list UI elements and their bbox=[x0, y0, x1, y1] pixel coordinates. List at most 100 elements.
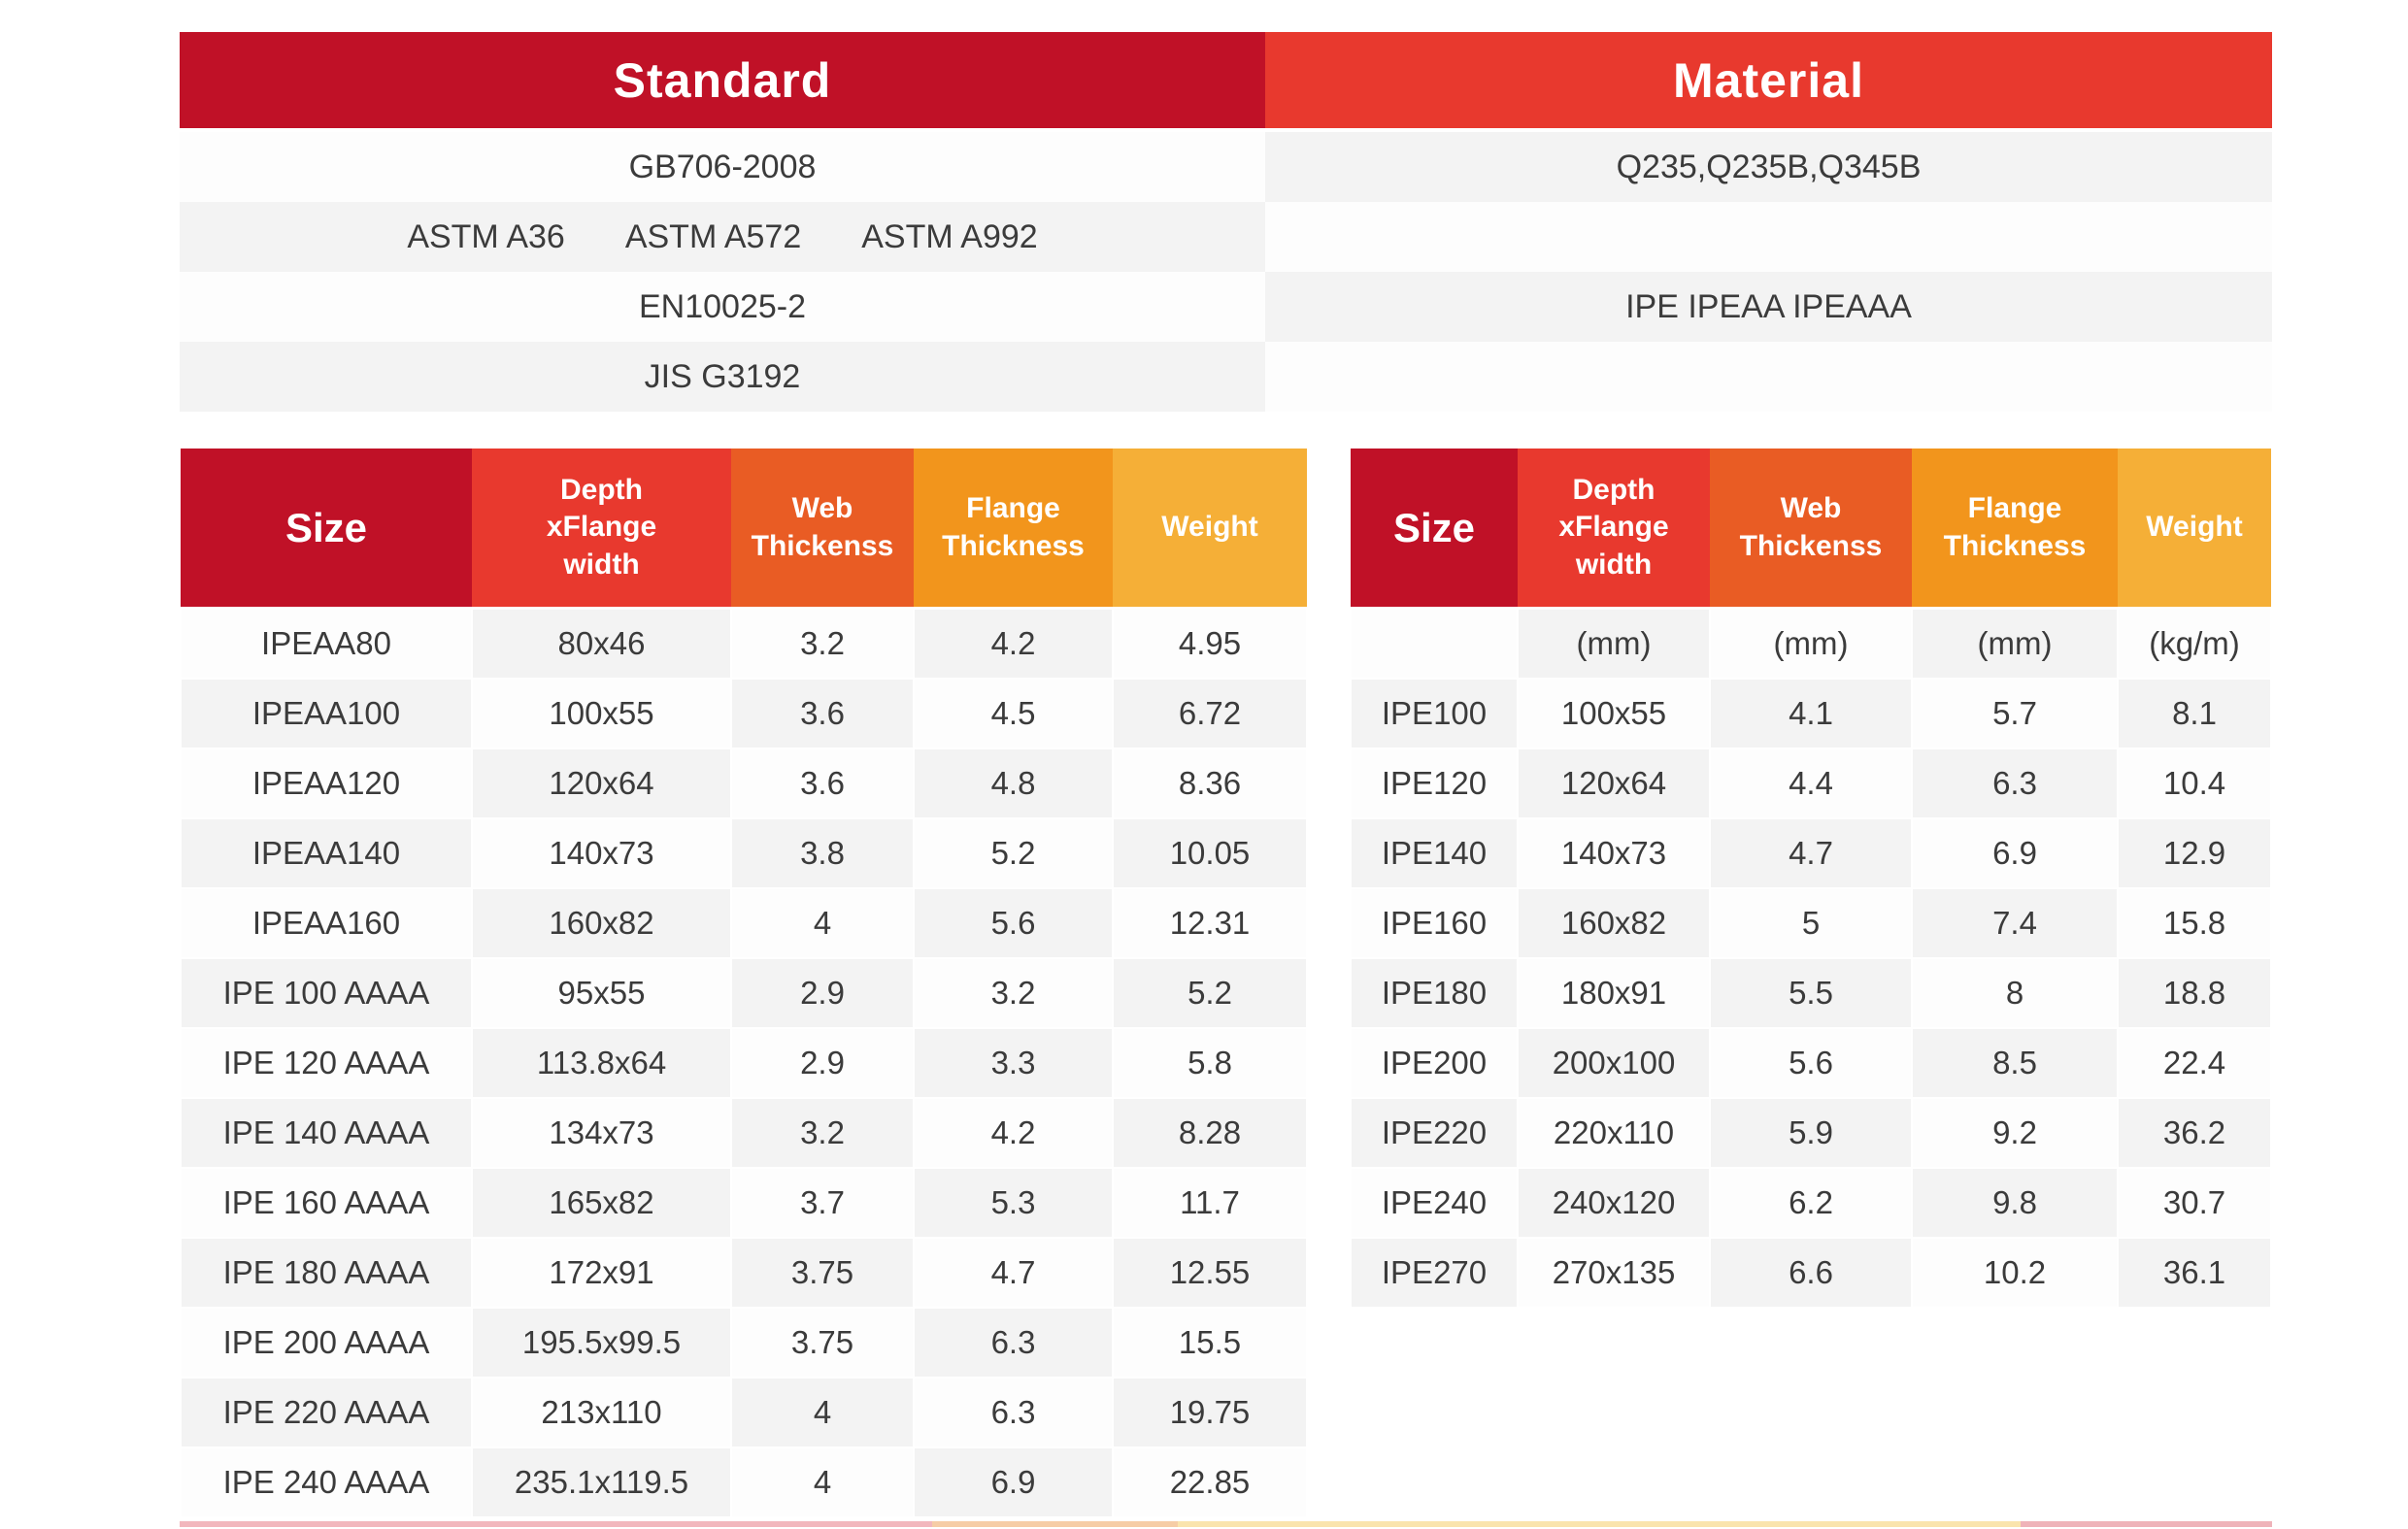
depth-xflange-width-cell: 220x110 bbox=[1517, 1097, 1711, 1169]
size-cell: IPE180 bbox=[1350, 957, 1519, 1029]
col-header-label: Depth xFlange width bbox=[546, 473, 657, 581]
weight-cell: 12.55 bbox=[1112, 1237, 1308, 1309]
ipe-table-body: (mm) (mm) (mm) (kg/m) IPE100 100x55 4.1 5.7 8.1 I… bbox=[1350, 607, 2272, 1309]
weight-cell: 36.2 bbox=[2117, 1097, 2272, 1169]
table-row: IPEAA140 140x73 3.8 5.2 10.05 bbox=[180, 817, 1308, 889]
flange-thickness-cell: 5.3 bbox=[913, 1167, 1114, 1239]
flange-thickness-cell: 4.2 bbox=[913, 607, 1114, 680]
table-row: (mm) (mm) (mm) (kg/m) bbox=[1350, 607, 2272, 680]
web-thickness-cell: 4.4 bbox=[1709, 748, 1913, 819]
col-header-label: Weight bbox=[2146, 511, 2243, 544]
standards-materials-body: GB706-2008 Q235,Q235B,Q345B ASTM A36 ASTM A… bbox=[180, 130, 2272, 412]
ipeaa-table-body: IPEAA80 80x46 3.2 4.2 4.95 IPEAA100 100x55 3.6 4… bbox=[180, 607, 1308, 1518]
depth-xflange-width-cell: 195.5x99.5 bbox=[471, 1307, 732, 1379]
depth-xflange-width-cell: (mm) bbox=[1517, 607, 1711, 680]
size-cell: IPE140 bbox=[1350, 817, 1519, 889]
flange-thickness-cell: 10.2 bbox=[1911, 1237, 2119, 1309]
col-header-web-thickness: Web Thickenss bbox=[731, 449, 914, 610]
web-thickness-cell: 4 bbox=[730, 1446, 915, 1518]
table-row: IPE 100 AAAA 95x55 2.9 3.2 5.2 bbox=[180, 957, 1308, 1029]
table-row: IPEAA80 80x46 3.2 4.2 4.95 bbox=[180, 607, 1308, 680]
col-header-label: Flange Thickness bbox=[942, 492, 1085, 562]
col-header-flange-thickness: Flange Thickness bbox=[914, 449, 1113, 610]
depth-xflange-width-cell: 80x46 bbox=[471, 607, 732, 680]
material-cell: IPE IPEAA IPEAAA bbox=[1265, 272, 2272, 342]
flange-thickness-cell: 6.3 bbox=[913, 1307, 1114, 1379]
table-row: IPE 120 AAAA 113.8x64 2.9 3.3 5.8 bbox=[180, 1027, 1308, 1099]
size-cell: IPE120 bbox=[1350, 748, 1519, 819]
depth-xflange-width-cell: 160x82 bbox=[1517, 887, 1711, 959]
standard-item: ASTM A36 bbox=[407, 217, 565, 255]
col-header-size: Size bbox=[181, 449, 472, 610]
col-header-label: Web Thickenss bbox=[751, 492, 894, 562]
material-column-header: Material bbox=[1265, 32, 2272, 132]
web-thickness-cell: 3.8 bbox=[730, 817, 915, 889]
ipe-table-header: Size Depth xFlange width Web Thickenss Flan… bbox=[1351, 449, 2271, 610]
weight-cell: 6.72 bbox=[1112, 678, 1308, 749]
flange-thickness-cell: 5.2 bbox=[913, 817, 1114, 889]
weight-cell: 8.36 bbox=[1112, 748, 1308, 819]
flange-thickness-cell: 6.9 bbox=[913, 1446, 1114, 1518]
size-cell: IPE160 bbox=[1350, 887, 1519, 959]
col-header-weight: Weight bbox=[1113, 449, 1307, 610]
depth-xflange-width-cell: 140x73 bbox=[1517, 817, 1711, 889]
web-thickness-cell: 5.5 bbox=[1709, 957, 1913, 1029]
flange-thickness-cell: 6.3 bbox=[1911, 748, 2119, 819]
size-cell: IPEAA100 bbox=[180, 678, 473, 749]
weight-cell: 12.31 bbox=[1112, 887, 1308, 959]
size-cell: IPE 240 AAAA bbox=[180, 1446, 473, 1518]
weight-cell: 12.9 bbox=[2117, 817, 2272, 889]
weight-cell: 19.75 bbox=[1112, 1377, 1308, 1448]
web-thickness-cell: 5 bbox=[1709, 887, 1913, 959]
table-row: IPE 200 AAAA 195.5x99.5 3.75 6.3 15.5 bbox=[180, 1307, 1308, 1379]
strip-segment-4 bbox=[2021, 1521, 2272, 1527]
depth-xflange-width-cell: 100x55 bbox=[1517, 678, 1711, 749]
depth-xflange-width-cell: 172x91 bbox=[471, 1237, 732, 1309]
standards-materials-header: Standard Material bbox=[180, 32, 2272, 132]
flange-thickness-cell: 9.2 bbox=[1911, 1097, 2119, 1169]
size-cell: IPE 220 AAAA bbox=[180, 1377, 473, 1448]
size-cell: IPE200 bbox=[1350, 1027, 1519, 1099]
flange-thickness-cell: 3.2 bbox=[913, 957, 1114, 1029]
weight-cell: 5.2 bbox=[1112, 957, 1308, 1029]
col-header-label: Weight bbox=[1161, 511, 1258, 544]
web-thickness-cell: 6.6 bbox=[1709, 1237, 1913, 1309]
standard-item: ASTM A992 bbox=[861, 217, 1038, 255]
size-cell: IPEAA140 bbox=[180, 817, 473, 889]
weight-cell: 36.1 bbox=[2117, 1237, 2272, 1309]
standard-item: ASTM A572 bbox=[624, 217, 802, 255]
depth-xflange-width-cell: 160x82 bbox=[471, 887, 732, 959]
size-cell: IPE240 bbox=[1350, 1167, 1519, 1239]
table-row: IPE100 100x55 4.1 5.7 8.1 bbox=[1350, 678, 2272, 749]
web-thickness-cell: 3.2 bbox=[730, 607, 915, 680]
flange-thickness-cell: 8 bbox=[1911, 957, 2119, 1029]
standard-cell: EN10025-2 bbox=[180, 272, 1265, 342]
weight-cell: 10.4 bbox=[2117, 748, 2272, 819]
standard-cell: JIS G3192 bbox=[180, 342, 1265, 412]
size-cell: IPE 140 AAAA bbox=[180, 1097, 473, 1169]
web-thickness-cell: 3.75 bbox=[730, 1307, 915, 1379]
table-row: IPE270 270x135 6.6 10.2 36.1 bbox=[1350, 1237, 2272, 1309]
web-thickness-cell: 5.6 bbox=[1709, 1027, 1913, 1099]
standard-column-header: Standard bbox=[180, 32, 1265, 132]
col-header-label: Web Thickenss bbox=[1739, 492, 1883, 562]
weight-cell: 18.8 bbox=[2117, 957, 2272, 1029]
depth-xflange-width-cell: 140x73 bbox=[471, 817, 732, 889]
flange-thickness-cell: 4.2 bbox=[913, 1097, 1114, 1169]
col-header-label: Depth xFlange width bbox=[1558, 473, 1669, 581]
web-thickness-cell: 3.75 bbox=[730, 1237, 915, 1309]
table-row: IPE 160 AAAA 165x82 3.7 5.3 11.7 bbox=[180, 1167, 1308, 1239]
standards-table-row: EN10025-2 IPE IPEAA IPEAAA bbox=[180, 272, 2272, 342]
weight-cell: 4.95 bbox=[1112, 607, 1308, 680]
table-row: IPE220 220x110 5.9 9.2 36.2 bbox=[1350, 1097, 2272, 1169]
table-row: IPE160 160x82 5 7.4 15.8 bbox=[1350, 887, 2272, 959]
flange-thickness-cell: 5.7 bbox=[1911, 678, 2119, 749]
table-row: IPE 140 AAAA 134x73 3.2 4.2 8.28 bbox=[180, 1097, 1308, 1169]
size-cell: IPE 180 AAAA bbox=[180, 1237, 473, 1309]
weight-cell: 5.8 bbox=[1112, 1027, 1308, 1099]
flange-thickness-cell: 3.3 bbox=[913, 1027, 1114, 1099]
size-cell: IPE 200 AAAA bbox=[180, 1307, 473, 1379]
col-header-label: Flange Thickness bbox=[1943, 492, 2087, 562]
col-header-flange-thickness: Flange Thickness bbox=[1912, 449, 2118, 610]
